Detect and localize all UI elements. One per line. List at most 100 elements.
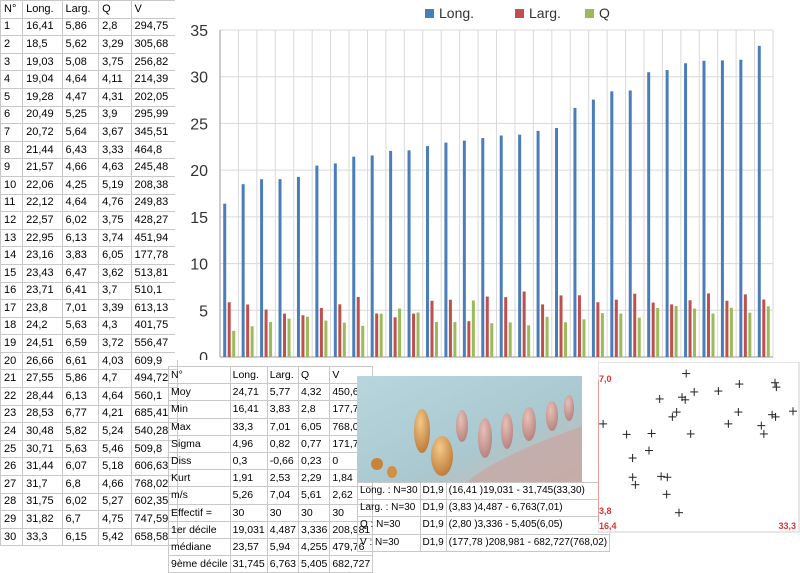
table-cell: 6,02 [61,492,100,512]
table-cell: 19,03 [22,52,63,72]
table-cell: 16,41 [22,17,63,37]
table-row: 16 23,71 6,41 3,7 510,1 [0,281,179,301]
table-cell: 4,25 [61,175,100,195]
bar-larg-13 [448,299,452,357]
table-cell: 4,75 [98,510,132,529]
bar-larg-20 [577,295,581,357]
table-cell: 30 [0,527,24,547]
scatter-point-30 [789,407,797,416]
bar-long-27 [702,60,706,358]
bar-long-24 [647,72,651,358]
table-row: Effectif = 30 30 30 30 [168,503,374,522]
table-cell: 23,43 [22,263,63,283]
bar-q-2 [250,326,254,357]
table-cell: 30 [266,503,300,522]
decile-summary-table: Long. : N=30 D1,9 (16,41 )19,031 - 31,745(… [357,481,611,552]
table-row: m/s 5,26 7,04 5,61 2,62 [168,486,374,505]
scatter-point-11 [663,473,672,482]
table-row: 5 19,28 4,47 4,31 202,05 [0,87,179,107]
measurements-header-4: V [130,0,179,19]
legend-swatch-2 [585,9,594,18]
table-cell: 26,66 [22,351,63,371]
table-row: Long. : N=30 D1,9 (16,41 )19,031 - 31,745(… [357,481,611,501]
table-cell: 4,255 [298,537,331,557]
table-cell: 3,83 [61,246,100,265]
bar-larg-26 [688,300,692,357]
bar-long-17 [518,134,522,357]
table-row: 30 33,3 6,15 5,42 658,58 [0,527,179,547]
bar-q-24 [656,308,660,357]
table-cell: 1,91 [229,469,268,488]
scatter-point-25 [759,429,768,438]
table-cell: 22,06 [22,175,63,195]
table-cell: 4,66 [98,475,132,494]
table-cell: 18 [0,316,24,336]
table-cell: 3,72 [98,334,132,353]
scatter-point-19 [690,387,699,396]
bar-larg-14 [467,321,471,357]
table-cell: 0,77 [298,434,331,453]
table-cell: 2,8 [298,400,331,419]
table-cell: 6,43 [61,140,100,160]
table-header-row: N° Long. Larg. Q V [0,0,179,19]
table-cell: 19 [0,334,24,353]
table-cell: 31,75 [22,492,63,512]
y-max-label: 7,0 [599,374,612,384]
table-row: Sigma 4,96 0,82 0,77 171,72 [168,434,374,453]
stats-header-0: N° [168,365,231,385]
bar-q-16 [508,322,512,357]
table-row: 19 24,51 6,59 3,72 556,47 [0,334,179,353]
bar-q-4 [287,318,291,357]
table-row: 1 16,41 5,86 2,8 294,75 [0,17,179,37]
bar-long-10 [389,150,393,357]
legend-swatch-0 [425,9,434,18]
table-cell: 513,81 [130,263,179,283]
table-row: 25 30,71 5,63 5,46 509,8 [0,439,179,459]
table-cell: 4,64 [61,193,100,213]
bar-chart-svg: 0 5 10 15 20 25 30 35 Long. Larg. Q [190,5,774,367]
scatter-point-20 [714,387,723,396]
legend-label-1: Larg. [529,5,561,21]
scatter-point-18 [686,429,695,438]
table-cell: 510,1 [130,281,179,301]
y-tick-label: 20 [190,163,208,180]
bar-long-25 [665,70,669,357]
table-cell: 5,86 [61,369,100,389]
table-cell: 345,51 [130,123,179,142]
bar-q-26 [693,308,697,357]
bar-larg-9 [375,313,379,357]
table-row: 8 21,44 6,43 3,33 464,8 [0,140,179,160]
table-row: 26 31,44 6,07 5,18 606,63 [0,457,179,477]
spore-micrograph-image [357,376,582,482]
table-cell: 1 [0,17,24,37]
table-cell: 4,03 [98,351,132,371]
bar-long-12 [425,146,429,357]
table-cell: 13 [0,228,24,248]
table-cell: 6,47 [61,263,100,283]
y-tick-label: 25 [190,116,208,133]
table-row: 15 23,43 6,47 3,62 513,81 [0,263,179,283]
table-cell: 0,23 [298,451,331,471]
scatter-point-4 [628,473,637,482]
table-cell: 3,7 [98,281,132,301]
table-cell: 5,94 [266,537,300,557]
table-cell: 30,71 [22,439,63,459]
table-header-row: N° Long. Larg. Q V [168,365,374,385]
scatter-point-3 [628,454,637,462]
legend-label-2: Q [599,5,610,21]
table-cell: 5,61 [298,486,331,505]
scatter-point-22 [734,408,743,417]
table-cell: 28 [0,492,24,512]
table-cell: 214,39 [130,70,179,89]
table-cell: Long. : N=30 [357,481,421,501]
table-cell: 21,44 [22,140,63,160]
bar-long-7 [333,163,337,357]
table-cell: 6,07 [61,457,100,477]
table-cell: 2,8 [98,17,132,37]
table-cell: 3,67 [98,123,132,142]
table-cell: 5,46 [98,439,132,459]
table-cell: 451,94 [130,228,179,248]
bar-larg-10 [393,317,397,357]
table-cell: 29 [0,510,24,529]
stats-header-2: Larg. [266,365,300,385]
